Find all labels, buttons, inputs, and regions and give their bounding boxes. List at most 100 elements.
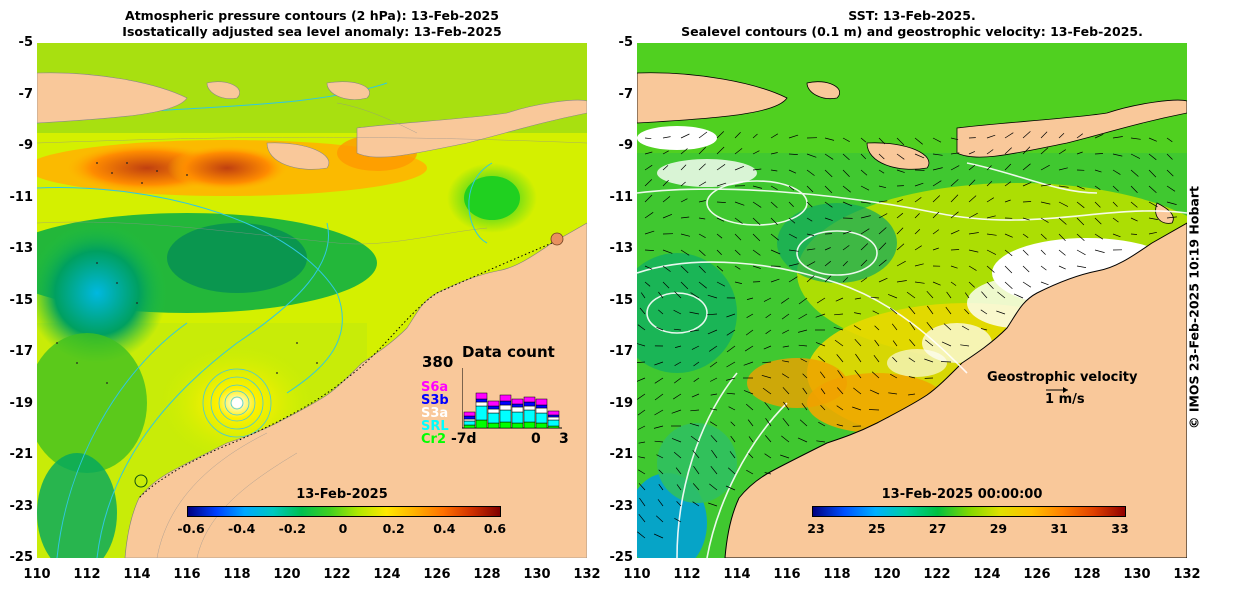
histogram-bar-segment	[487, 405, 500, 410]
velocity-arrow	[780, 454, 790, 459]
histogram-bar-segment	[511, 403, 524, 408]
velocity-arrow	[1166, 201, 1177, 205]
velocity-arrow	[770, 217, 778, 226]
velocity-arrow	[765, 435, 772, 443]
velocity-arrow	[1130, 233, 1138, 235]
velocity-arrow	[950, 265, 958, 269]
velocity-arrow	[874, 325, 880, 331]
histogram-bar-segment	[463, 424, 476, 429]
left-lon-tick: 116	[173, 567, 201, 582]
velocity-arrow	[896, 153, 905, 160]
velocity-arrow	[960, 344, 970, 347]
velocity-arrow	[698, 163, 706, 171]
velocity-arrow	[709, 345, 718, 352]
left-lat-tick: -23	[9, 498, 34, 514]
right-lon-tick: 126	[1023, 567, 1051, 582]
velocity-arrow	[698, 249, 706, 257]
colorbar-tick-label: 29	[989, 521, 1008, 536]
velocity-arrow	[854, 338, 862, 347]
velocity-arrow	[932, 247, 939, 251]
velocity-arrow	[680, 265, 689, 274]
velocity-arrow	[674, 291, 682, 299]
velocity-arrow	[932, 180, 942, 187]
histogram-bar-segment	[463, 415, 476, 420]
velocity-arrow	[680, 233, 690, 237]
velocity-arrow	[693, 377, 700, 382]
histogram-bar-segment	[475, 398, 488, 403]
velocity-arrow	[1148, 153, 1157, 161]
velocity-arrow	[763, 297, 772, 302]
velocity-arrow	[950, 152, 960, 155]
velocity-arrow	[896, 137, 905, 146]
velocity-arrow	[800, 358, 808, 363]
velocity-arrow	[698, 146, 707, 155]
velocity-arrow	[644, 230, 655, 235]
velocity-arrow	[950, 165, 960, 171]
colorbar-tick-label: 23	[807, 521, 825, 536]
velocity-arrow	[1004, 233, 1013, 238]
left-panel-title: Atmospheric pressure contours (2 hPa): 1…	[36, 8, 588, 40]
velocity-arrow	[788, 185, 795, 191]
left-lat-tick: -5	[18, 35, 33, 50]
velocity-arrow	[909, 322, 916, 331]
sea-level-anomaly-map[interactable]: Data count 380 -7d 0 3 S6a S3b S3a SRL Cr2 1…	[37, 43, 587, 558]
velocity-arrow	[788, 233, 798, 239]
velocity-arrow	[824, 247, 831, 251]
velocity-arrow	[986, 215, 996, 219]
velocity-arrow	[806, 217, 813, 222]
velocity-arrow	[690, 329, 700, 332]
velocity-arrow	[1076, 201, 1085, 209]
velocity-arrow	[1022, 131, 1031, 139]
velocity-arrow	[986, 233, 997, 236]
velocity-arrow	[878, 259, 887, 267]
velocity-arrow	[1076, 151, 1083, 155]
velocity-arrow	[658, 309, 664, 315]
velocity-arrow	[752, 249, 761, 256]
velocity-arrow	[820, 405, 826, 411]
histogram-bar-segment	[463, 418, 476, 422]
velocity-arrow	[824, 153, 834, 160]
velocity-arrow	[716, 182, 727, 187]
velocity-arrow	[680, 216, 690, 219]
velocity-arrow	[997, 291, 1006, 299]
velocity-arrow	[781, 435, 790, 443]
velocity-arrow	[927, 305, 934, 315]
histogram-bar-segment	[499, 394, 512, 402]
histogram-bar-segment	[499, 404, 512, 411]
velocity-arrow	[1058, 265, 1066, 270]
velocity-arrow	[932, 281, 941, 286]
velocity-arrow	[980, 328, 988, 331]
velocity-arrow	[654, 409, 664, 416]
velocity-arrow	[638, 425, 646, 430]
velocity-arrow	[763, 345, 772, 350]
satellite-label-s3b: S3b	[421, 393, 449, 408]
left-lon-tick: 126	[423, 567, 451, 582]
velocity-arrow	[842, 169, 850, 178]
histogram-bar-segment	[523, 401, 536, 407]
velocity-legend-label: Geostrophic velocity	[987, 370, 1138, 385]
velocity-arrow	[770, 278, 780, 283]
right-lat-tick: -11	[609, 189, 634, 205]
velocity-arrow	[799, 419, 808, 427]
velocity-arrow	[892, 340, 898, 347]
velocity-arrow	[1130, 153, 1141, 159]
velocity-arrow	[639, 497, 646, 507]
velocity-arrow	[1022, 201, 1032, 203]
velocity-arrow	[860, 153, 867, 160]
velocity-arrow	[950, 249, 960, 251]
right-lat-tick: -19	[609, 395, 634, 411]
colorbar-tick-label: 0.6	[483, 521, 507, 536]
velocity-arrow	[752, 265, 761, 269]
velocity-arrow	[662, 213, 673, 219]
velocity-arrow	[842, 230, 852, 235]
velocity-scale-label: 1 m/s	[1045, 392, 1085, 407]
velocity-arrow	[752, 185, 763, 189]
velocity-arrow	[656, 326, 664, 331]
sst-map[interactable]: Geostrophic velocity 1 m/s 13-Feb-2025 0…	[637, 43, 1187, 558]
velocity-arrow	[1130, 185, 1138, 193]
velocity-arrow	[730, 421, 736, 427]
velocity-arrow	[765, 329, 772, 335]
velocity-arrow	[788, 169, 797, 174]
velocity-arrow	[1058, 185, 1069, 188]
velocity-arrow	[986, 265, 995, 273]
